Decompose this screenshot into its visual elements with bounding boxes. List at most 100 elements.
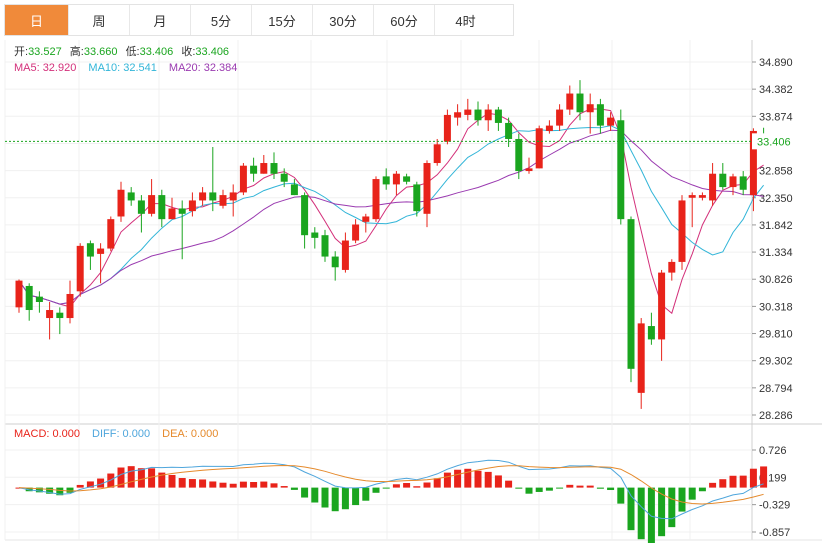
candle-body [372,179,380,220]
macd-bar [678,487,686,512]
candle-body [25,285,33,311]
price-tick-label: 31.334 [759,247,793,259]
tab-4hour[interactable]: 4时 [455,13,476,29]
candle-body [515,138,523,172]
macd-bar [668,487,676,528]
candle-body [301,195,309,236]
macd-bar [260,481,268,488]
macd-lines [18,459,764,520]
candle-body [464,109,472,115]
price-tick-label: 28.286 [759,410,793,422]
macd-tick-label: -0.329 [759,500,790,512]
candle-body [250,165,258,174]
tab-60min[interactable]: 60分 [374,5,435,35]
macd-bar [617,487,625,504]
macd-bar [311,487,319,503]
tab-month[interactable]: 月 [130,5,191,35]
price-tick-label: 29.810 [759,329,793,341]
candle-body [607,117,615,126]
macd-bar [423,482,431,488]
macd-bar [566,484,574,488]
candle-body [46,310,54,319]
candle-body [86,243,94,257]
candle-body [168,208,176,220]
macd-bar [229,483,237,488]
candle-body [97,248,105,254]
macd-bar [280,486,288,488]
candle-body [127,192,135,201]
macd-bar [46,487,54,494]
period-tabs: 日 周 月 5分 15分 30分 60分 4时 [4,4,514,36]
candle-body [739,176,747,190]
macd-bar [749,468,757,488]
macd-bar [86,481,94,488]
candle-body [688,195,696,198]
candle-body [443,114,451,142]
candle-body [239,165,247,193]
candle-body [219,195,227,206]
price-tick-label: 32.350 [759,193,793,205]
macd-bar [148,468,156,488]
candle-body [658,272,666,340]
candle-body [545,125,553,131]
candle-body [15,280,23,308]
macd-bar [596,487,604,489]
macd-bar [76,484,84,488]
tab-30min[interactable]: 30分 [313,5,374,35]
macd-bar [698,487,706,492]
candle-body [148,195,156,214]
macd-bar [739,475,747,488]
macd-bar [494,475,502,488]
candle-body [617,120,625,220]
price-tick-label: 34.890 [759,57,793,69]
candle-body [382,176,390,185]
candle-body [505,122,513,139]
macd-bar [250,482,258,488]
tab-15min[interactable]: 15分 [252,5,313,35]
macd-bar [586,485,594,488]
macd-bar [688,487,696,500]
candle-body [698,195,706,198]
tab-week[interactable]: 周 [69,5,130,35]
candle-body [66,293,74,319]
candle-body [596,104,604,126]
candle-body [566,93,574,110]
macd-bar [709,482,717,488]
macd-bar [403,483,411,488]
candle-body [341,240,349,270]
candle-body [423,163,431,214]
macd-bar [576,485,584,488]
candle-body [586,104,594,113]
current-price-label: 33.406 [757,136,791,148]
macd-bar [188,479,196,488]
price-tick-label: 32.858 [759,166,793,178]
macd-bar [627,487,635,531]
tab-5min[interactable]: 5分 [191,5,252,35]
macd-bar [341,487,349,510]
macd-bar [382,487,390,489]
macd-bar [362,487,370,501]
candle-body [627,219,635,369]
candle-body [158,195,166,220]
macd-bar [97,478,105,488]
candle-body [535,128,543,169]
candle-body [556,109,564,126]
price-tick-label: 34.382 [759,84,793,96]
macd-bar [443,472,451,488]
candle-body [321,235,329,257]
diff-line [18,459,764,520]
candle-body [290,184,298,196]
macd-bar [321,487,329,508]
macd-bar [464,468,472,488]
candle-body [76,245,84,292]
candle-body [525,168,533,172]
macd-bar [545,487,553,491]
candle-body [576,93,584,113]
candle-body [188,200,196,212]
candle-body [260,163,268,174]
candle-body [56,312,64,319]
tab-day[interactable]: 日 [5,5,69,35]
ma20-line [18,129,764,305]
candle-body [362,216,370,222]
